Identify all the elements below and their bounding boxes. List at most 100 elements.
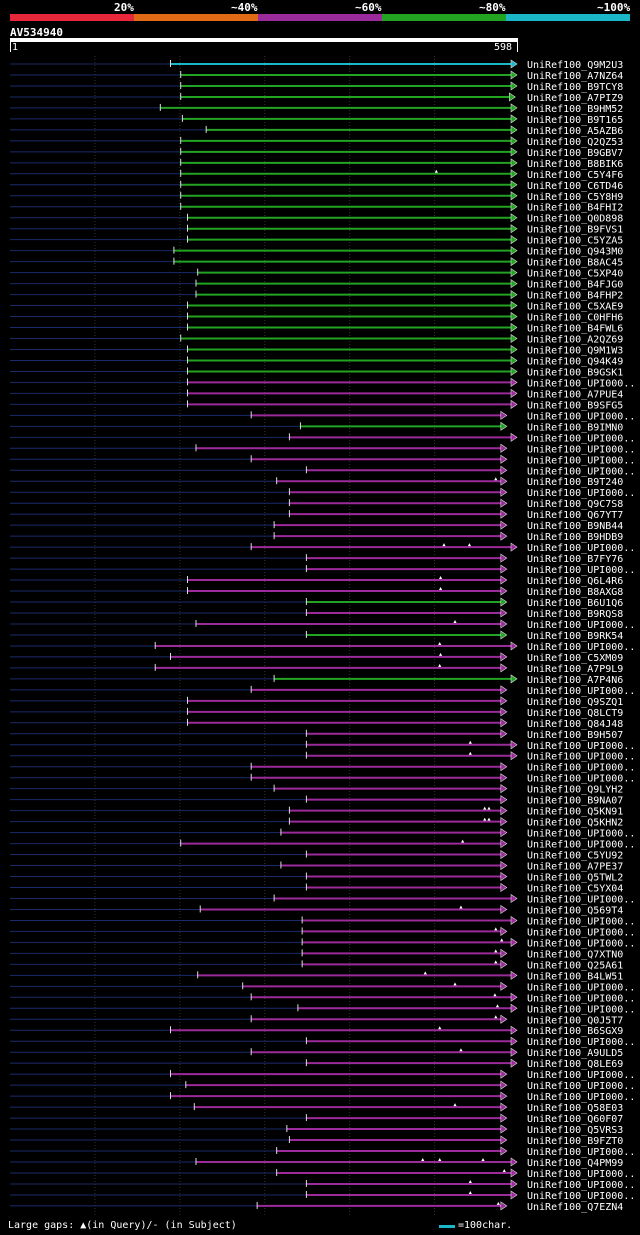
hit-label: UniRef100_Q9SZQ1 (527, 697, 623, 708)
hit-arrow (500, 1102, 508, 1112)
hit-label: UniRef100_B9RK54 (527, 631, 623, 642)
gap-marker (502, 1168, 506, 1172)
hit-label: UniRef100_B6U1Q6 (527, 598, 623, 609)
gap-marker (453, 1103, 457, 1107)
hit-arrow (510, 169, 518, 179)
hit-label: UniRef100_B8AXG8 (527, 587, 623, 598)
hit-arrow (510, 147, 518, 157)
hit-label: UniRef100_UPI000.. (527, 565, 635, 576)
hit-label: UniRef100_UPI000.. (527, 993, 635, 1004)
hit-label: UniRef100_Q9LYH2 (527, 785, 623, 796)
hit-arrow (500, 707, 508, 717)
hit-label: UniRef100_UPI000.. (527, 927, 635, 938)
legend-swatch-3 (382, 14, 506, 21)
hit-label: UniRef100_UPI000.. (527, 466, 635, 477)
hit-arrow (510, 344, 518, 355)
hit-label: UniRef100_Q2QZ53 (527, 137, 623, 148)
hit-arrow (500, 1080, 508, 1090)
hit-arrow (510, 114, 518, 124)
hit-arrow (510, 751, 518, 761)
hit-arrow (510, 333, 518, 344)
gap-marker (438, 576, 443, 580)
hit-label: UniRef100_B9GSK1 (527, 367, 623, 378)
hit-label: UniRef100_UPI000.. (527, 774, 635, 785)
hit-label: UniRef100_Q60F07 (527, 1114, 623, 1125)
hit-arrow (510, 915, 518, 926)
hit-label: UniRef100_Q943M0 (527, 247, 623, 258)
hit-arrow (500, 849, 508, 860)
gap-marker (468, 1179, 472, 1183)
hit-arrow (500, 663, 508, 673)
gap-marker (487, 817, 491, 821)
hit-arrow (500, 981, 508, 991)
hit-label: UniRef100_Q0J5T7 (527, 1015, 623, 1026)
hit-label: UniRef100_C5XAE9 (527, 302, 623, 313)
legend-swatch-4 (506, 14, 630, 21)
hit-arrow (500, 860, 508, 871)
hit-arrow (510, 59, 518, 69)
hit-arrow (500, 729, 508, 739)
hit-arrow (500, 630, 508, 640)
hit-arrow (500, 795, 508, 805)
legend-label-0: 20% (114, 1, 134, 14)
hit-arrow (510, 81, 518, 91)
hit-label: UniRef100_Q5TWL2 (527, 873, 623, 884)
hit-arrow (510, 279, 518, 289)
hit-label: UniRef100_UPI000.. (527, 444, 635, 455)
hit-arrow (510, 1058, 518, 1068)
hit-arrow (510, 158, 518, 168)
gap-marker (494, 477, 498, 481)
hit-label: UniRef100_A5AZB6 (527, 126, 623, 137)
hit-label: UniRef100_UPI000.. (527, 620, 635, 631)
hit-label: UniRef100_A7P9L9 (527, 664, 623, 675)
hit-arrow (500, 652, 508, 662)
hit-arrow (510, 1025, 518, 1035)
hit-label: UniRef100_UPI000.. (527, 1070, 635, 1081)
gap-marker (467, 543, 472, 547)
hit-label: UniRef100_Q9C7S8 (527, 499, 623, 510)
gap-marker (461, 839, 465, 843)
hit-arrow (500, 948, 508, 958)
hit-label: UniRef100_B9FZT0 (527, 1136, 623, 1147)
hit-label: UniRef100_C5YX04 (527, 884, 623, 895)
hit-label: UniRef100_UPI000.. (527, 840, 635, 851)
gap-marker (438, 641, 442, 645)
hit-label: UniRef100_UPI000.. (527, 1037, 635, 1048)
hit-arrow (500, 1069, 508, 1079)
hit-label: UniRef100_UPI000.. (527, 1092, 635, 1103)
hit-arrow (500, 871, 508, 882)
hit-arrow (510, 970, 518, 980)
hit-label: UniRef100_UPI000.. (527, 686, 635, 697)
hit-arrow (500, 718, 508, 728)
hit-label: UniRef100_B9TCY8 (527, 82, 623, 93)
hit-label: UniRef100_UPI000.. (527, 1180, 635, 1191)
hit-label: UniRef100_A7NZ64 (527, 71, 623, 82)
hit-label: UniRef100_A7PUE4 (527, 389, 623, 400)
hit-label: UniRef100_B8AC45 (527, 258, 623, 269)
hit-arrow (510, 202, 518, 212)
hit-label: UniRef100_Q84J48 (527, 719, 623, 730)
hit-arrow (510, 103, 518, 113)
hit-label: UniRef100_C5XP40 (527, 269, 623, 280)
hit-arrow (510, 937, 518, 947)
hit-arrow (500, 520, 508, 530)
legend-swatch-0 (10, 14, 134, 21)
hit-arrow (510, 70, 518, 80)
hit-label: UniRef100_Q25A61 (527, 960, 623, 971)
query-end-label: 598 (494, 42, 513, 53)
hit-label: UniRef100_B9RQS8 (527, 609, 623, 620)
gap-marker (438, 663, 442, 667)
query-start-label: 1 (12, 42, 19, 53)
hit-arrow (500, 828, 508, 838)
hit-label: UniRef100_C6TD46 (527, 181, 623, 192)
hit-arrow (500, 454, 508, 464)
hit-arrow (510, 300, 518, 311)
hit-label: UniRef100_UPI000.. (527, 982, 635, 993)
gap-marker (483, 806, 487, 810)
gap-marker (442, 543, 446, 547)
hit-arrow (500, 959, 508, 969)
hit-label: UniRef100_UPI000.. (527, 642, 635, 653)
hit-label: UniRef100_UPI000.. (527, 378, 635, 389)
gap-marker (459, 905, 463, 909)
